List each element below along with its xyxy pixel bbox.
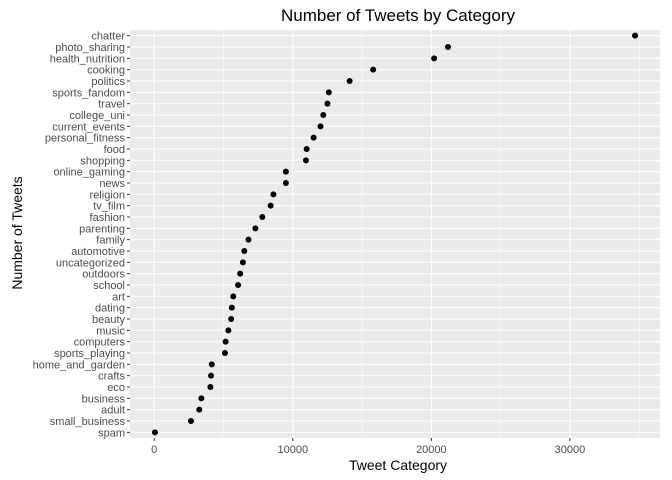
x-axis-ticks: 0 10000 20000 30000 — [151, 438, 585, 456]
y-tick-label: current_events — [52, 121, 125, 133]
data-point-computers — [222, 338, 229, 345]
data-point-art — [230, 293, 237, 300]
data-point-current_events — [317, 123, 324, 130]
y-tick-label: photo_sharing — [55, 42, 125, 54]
y-tick-label: shopping — [80, 155, 125, 167]
y-tick-label: family — [96, 235, 125, 247]
y-tick-label: sports_playing — [54, 348, 125, 360]
data-point-sports_fandom — [325, 89, 332, 96]
x-tick-label: 30000 — [555, 444, 586, 456]
data-point-sports_playing — [221, 350, 228, 356]
data-point-travel — [324, 100, 331, 107]
data-point-crafts — [208, 372, 215, 379]
y-axis-title: Number of Tweets — [9, 176, 25, 289]
y-tick-label: college_uni — [69, 110, 125, 122]
y-tick-label: news — [99, 178, 125, 190]
data-point-health_nutrition — [431, 55, 438, 62]
y-tick-label: business — [82, 393, 126, 405]
y-tick-label: computers — [74, 337, 126, 349]
data-point-cooking — [370, 66, 377, 73]
y-tick-label: cooking — [87, 65, 125, 77]
y-tick-label: travel — [98, 99, 125, 111]
data-point-parenting — [252, 225, 259, 232]
y-tick-label: spam — [98, 427, 125, 439]
data-point-chatter — [632, 32, 639, 39]
y-axis-ticks: chatterphoto_sharinghealth_nutritioncook… — [33, 31, 130, 439]
plot-panel — [130, 30, 660, 438]
y-tick-label: outdoors — [82, 269, 125, 281]
data-point-college_uni — [320, 112, 327, 118]
y-tick-label: chatter — [91, 31, 125, 43]
y-tick-label: automotive — [71, 246, 125, 258]
y-tick-label: eco — [107, 382, 125, 394]
major-gridlines — [130, 30, 660, 438]
data-point-politics — [346, 78, 353, 84]
data-point-family — [245, 236, 252, 243]
data-point-dating — [228, 304, 235, 311]
x-axis-title: Tweet Category — [349, 457, 447, 473]
y-tick-label: tv_film — [93, 201, 125, 213]
data-point-music — [225, 327, 232, 334]
data-point-photo_sharing — [445, 44, 451, 50]
data-point-outdoors — [237, 270, 244, 277]
y-tick-label: sports_fandom — [52, 87, 125, 99]
data-point-fashion — [259, 214, 266, 220]
data-point-religion — [270, 191, 277, 198]
y-tick-label: art — [112, 291, 125, 303]
y-tick-label: beauty — [92, 314, 126, 326]
data-point-beauty — [228, 316, 235, 322]
data-point-adult — [196, 406, 203, 413]
y-tick-label: crafts — [98, 371, 125, 383]
y-tick-label: adult — [101, 405, 125, 417]
data-point-business — [198, 395, 205, 402]
y-tick-label: dating — [95, 303, 125, 315]
y-tick-label: music — [96, 325, 125, 337]
y-tick-label: religion — [90, 189, 125, 201]
x-tick-label: 0 — [151, 444, 157, 456]
data-point-automotive — [241, 248, 248, 254]
data-point-spam — [151, 429, 158, 436]
y-tick-label: health_nutrition — [50, 53, 125, 65]
y-tick-label: school — [93, 280, 125, 292]
y-tick-label: parenting — [79, 223, 125, 235]
y-tick-label: uncategorized — [56, 257, 125, 269]
data-point-tv_film — [267, 202, 274, 209]
data-point-eco — [207, 384, 214, 390]
y-tick-label: food — [104, 144, 125, 156]
x-tick-label: 20000 — [416, 444, 447, 456]
y-tick-label: online_gaming — [53, 167, 125, 179]
data-point-school — [235, 282, 242, 288]
data-point-news — [282, 180, 289, 186]
y-tick-label: home_and_garden — [33, 359, 125, 371]
data-point-food — [303, 146, 310, 152]
y-tick-label: small_business — [50, 416, 126, 428]
y-tick-label: personal_fitness — [45, 133, 126, 145]
y-tick-label: fashion — [90, 212, 125, 224]
data-point-personal_fitness — [310, 134, 317, 141]
data-point-uncategorized — [239, 259, 246, 266]
x-tick-label: 10000 — [278, 444, 309, 456]
y-tick-label: politics — [91, 76, 125, 88]
data-points — [151, 32, 639, 436]
data-point-online_gaming — [282, 168, 289, 175]
data-point-shopping — [302, 157, 309, 164]
data-point-small_business — [187, 418, 194, 424]
chart-title: Number of Tweets by Category — [281, 6, 516, 25]
data-point-home_and_garden — [208, 361, 215, 368]
minor-gridlines — [223, 30, 640, 438]
